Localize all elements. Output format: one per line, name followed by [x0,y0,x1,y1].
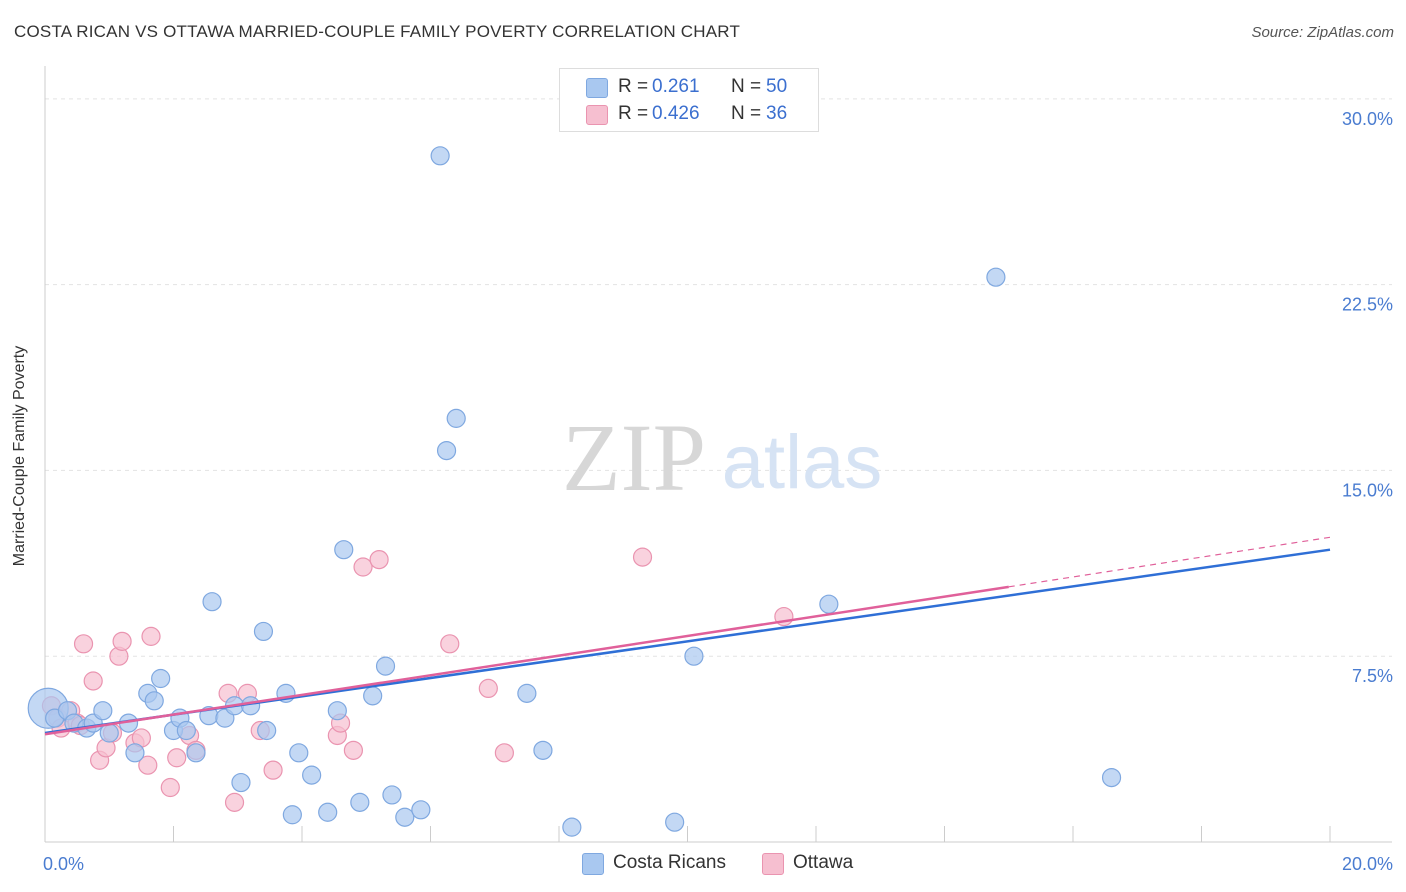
costa-rican-point [302,765,322,785]
costa-rican-point [289,743,309,763]
ottawa-trend-line [44,585,1009,736]
ottawa-trend-extension [1008,536,1331,588]
tick-labels: 7.5% 15.0% 22.5% 30.0% 0.0% 20.0% [43,109,1393,874]
costa-rican-point [327,701,347,721]
costa-rican-point [446,408,466,428]
ottawa-point [112,631,132,651]
legend-n-value: 36 [766,103,788,124]
costa-rican-points [27,146,1122,837]
ottawa-point [73,634,94,654]
ottawa-point [494,743,514,763]
costa-rican-point [986,267,1006,287]
legend-n-label: N = [731,103,762,124]
ottawa-point [83,671,103,691]
costa-rican-point [93,701,113,721]
bottom-legend-label: Costa Ricans [613,852,726,873]
costa-rican-point [363,686,383,706]
costa-rican-point [395,807,415,827]
costa-rican-point [231,772,251,793]
ottawa-point [632,547,653,567]
y-tick-label: 15.0% [1342,480,1393,500]
ottawa-point [167,748,187,768]
ottawa-point [138,755,158,775]
ottawa-point [478,678,498,699]
trend-lines [44,536,1331,736]
ottawa-point [263,760,283,780]
costa-rican-point [176,720,196,741]
costa-rican-point [99,723,119,743]
ottawa-point [369,549,389,570]
watermark-atlas: atlas [722,420,883,505]
legend-swatch-blue [586,78,608,98]
costa-rican-point [411,800,431,820]
legend-r-label: R = [618,76,649,97]
costa-rican-point [253,621,274,642]
bottom-legend-label: Ottawa [793,852,854,873]
costa-rican-point [517,683,537,703]
ottawa-point [141,626,161,646]
grid-lines [45,98,1392,657]
legend-r-value: 0.426 [652,103,700,124]
costa-rican-point [144,691,164,711]
costa-rican-point [562,817,582,837]
source-label: Source: ZipAtlas.com [1251,24,1394,41]
costa-rican-point [375,656,396,676]
costa-rican-point [318,802,338,822]
costa-rican-point [350,792,370,812]
ottawa-point [343,740,363,760]
costa-rican-point [436,440,457,461]
costa-rican-point [684,646,704,666]
watermark: ZIP atlas [562,404,882,511]
costa-rican-point [533,740,553,760]
y-tick-label: 7.5% [1352,666,1393,686]
legend-r-value: 0.261 [652,76,700,97]
y-tick-label: 30.0% [1342,109,1393,129]
costa-rican-point [186,743,206,763]
legend-n-label: N = [731,76,762,97]
legend-swatch-pink [586,105,608,125]
correlation-legend: R = 0.261 N = 50 R = 0.426 N = 36 [559,68,819,132]
ottawa-point [440,634,460,654]
costa-rican-point [1101,767,1122,788]
ottawa-point [224,792,245,812]
legend-r-label: R = [618,103,649,124]
costa-rican-point [202,592,222,612]
bottom-legend-swatch-blue [582,853,604,875]
costa-rican-point [257,720,277,741]
x-tick-label: 0.0% [43,854,84,874]
costa-rican-point [125,743,145,763]
costa-rican-point [282,805,302,825]
bottom-legend-swatch-pink [762,853,784,875]
costa-rican-point [151,668,171,689]
chart-title: COSTA RICAN VS OTTAWA MARRIED-COUPLE FAM… [14,22,741,41]
legend-n-value: 50 [766,76,788,97]
x-tick-label: 20.0% [1342,854,1393,874]
costa-rican-point [819,594,839,614]
ottawa-point [160,777,180,798]
costa-rican-point [382,785,402,805]
y-tick-label: 22.5% [1342,295,1393,315]
costa-rican-point [334,540,354,560]
costa-rican-point [665,812,685,832]
costa-rican-point [430,146,450,166]
ottawa-point [353,557,373,577]
watermark-zip: ZIP [562,404,706,511]
axes [44,66,1392,843]
